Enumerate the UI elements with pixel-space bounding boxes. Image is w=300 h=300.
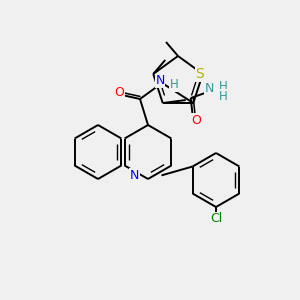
Text: O: O bbox=[191, 113, 201, 127]
Text: H: H bbox=[169, 79, 178, 92]
Text: N: N bbox=[130, 169, 139, 182]
Text: N: N bbox=[205, 82, 214, 94]
Text: H: H bbox=[219, 80, 228, 92]
Text: H: H bbox=[219, 89, 228, 103]
Text: Cl: Cl bbox=[210, 212, 222, 226]
Text: O: O bbox=[114, 86, 124, 100]
Text: S: S bbox=[195, 67, 204, 81]
Text: N: N bbox=[155, 74, 165, 88]
